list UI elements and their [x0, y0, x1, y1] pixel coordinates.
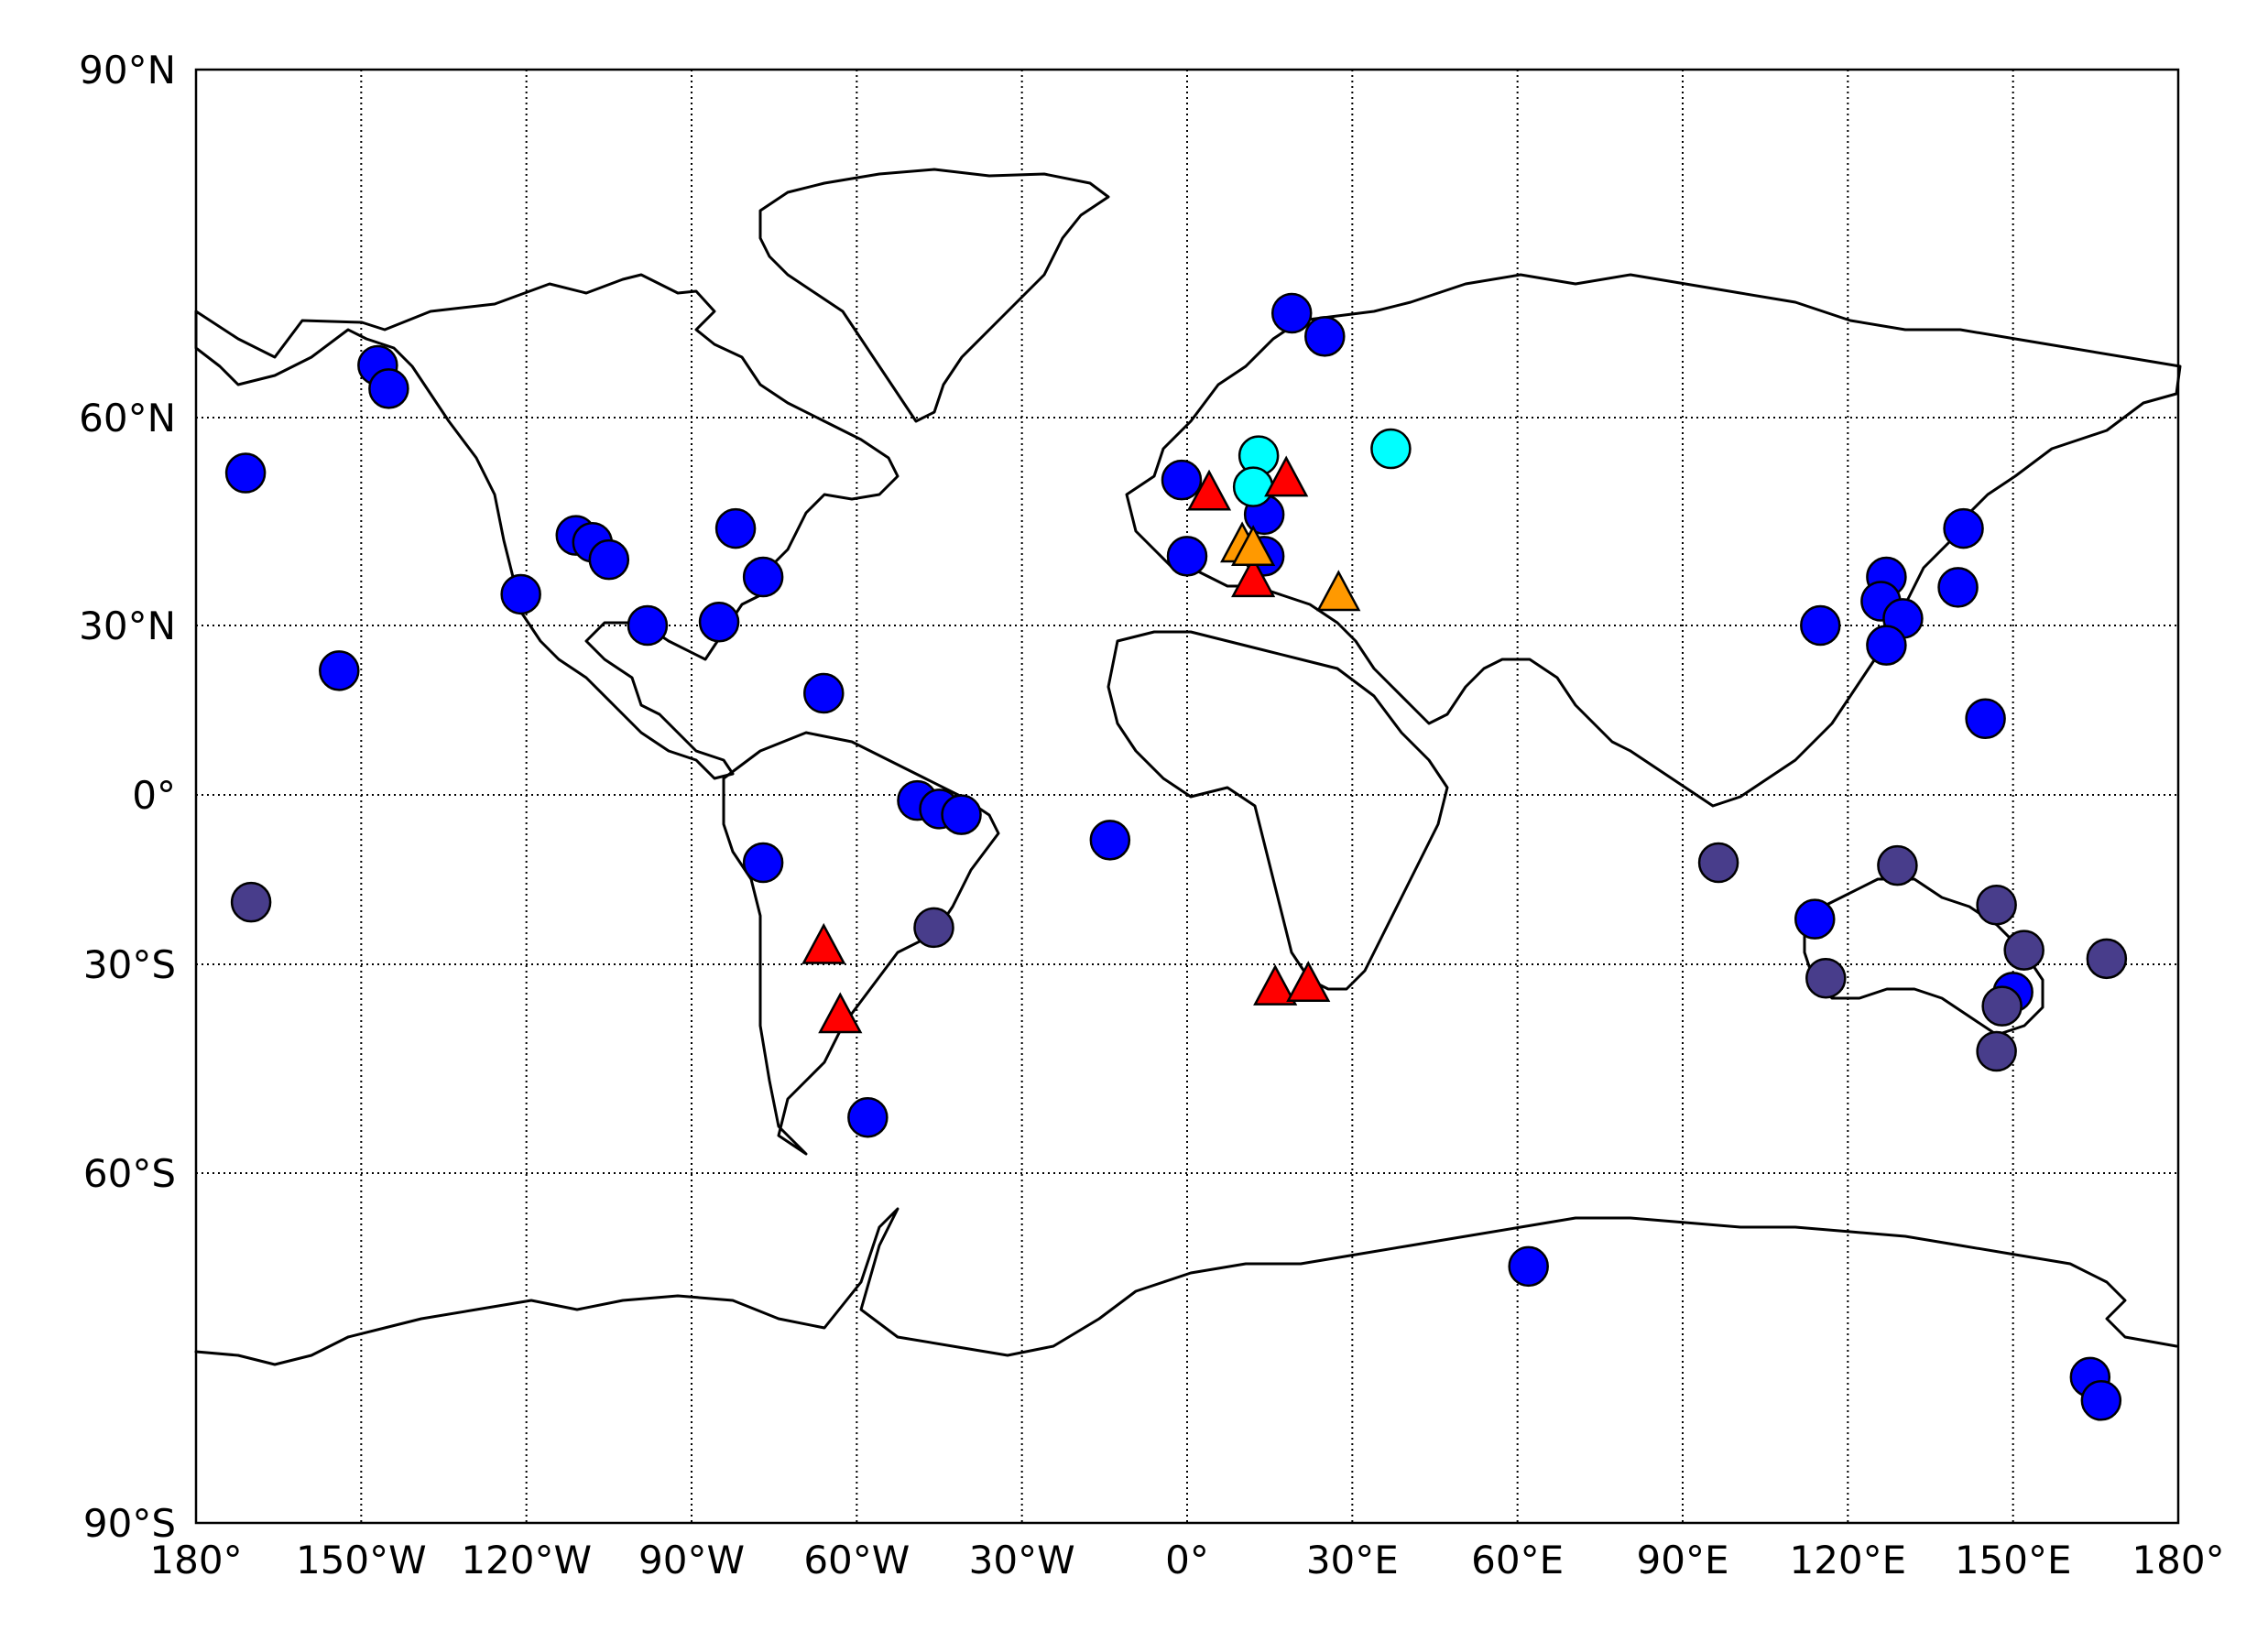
station-circle-marker [742, 556, 784, 598]
station-circle-marker [1370, 428, 1412, 470]
station-triangle-marker [1186, 469, 1232, 511]
station-circle-marker [319, 650, 360, 691]
station-circle-marker [742, 842, 784, 884]
station-circle-marker [1232, 466, 1274, 507]
station-markers-layer [224, 292, 2128, 1421]
station-circle-marker [2080, 1380, 2122, 1421]
station-circle-marker [913, 907, 954, 949]
station-circle-marker [1089, 820, 1131, 861]
latitude-label: 30°S [83, 942, 176, 987]
station-circle-marker [1976, 1030, 2017, 1072]
station-circle-marker [1866, 625, 1907, 666]
map-frame [194, 68, 2180, 1525]
latitude-label: 60°S [83, 1151, 176, 1196]
station-circle-marker [1270, 292, 1313, 334]
station-triangle-marker [1286, 961, 1331, 1003]
station-circle-marker [2086, 938, 2128, 980]
station-triangle-marker [1316, 570, 1361, 612]
station-circle-marker [941, 794, 982, 835]
coastline-australia [1803, 877, 2044, 1037]
latitude-label: 0° [132, 773, 176, 818]
station-circle-marker [224, 452, 267, 494]
longitude-label: 90°E [1637, 1538, 1729, 1582]
longitude-label: 30°E [1306, 1538, 1399, 1582]
station-triangle-marker [1231, 556, 1276, 598]
station-circle-marker [1965, 698, 2006, 739]
station-circle-marker [1794, 898, 1836, 940]
station-circle-marker [230, 881, 272, 923]
station-circle-marker [2003, 930, 2044, 971]
station-circle-marker [1800, 604, 1841, 647]
longitude-label: 60°W [803, 1538, 910, 1582]
latitude-label: 30°N [79, 603, 176, 648]
station-circle-marker [368, 368, 409, 409]
longitude-label: 180° [149, 1538, 242, 1582]
station-circle-marker [1805, 957, 1847, 999]
coastline-south-america [722, 731, 1000, 1156]
station-circle-marker [1508, 1245, 1549, 1288]
latitude-label: 90°N [79, 48, 176, 92]
graticule-layer [196, 70, 2178, 1523]
station-circle-marker [1304, 316, 1346, 357]
station-circle-marker [1943, 507, 1984, 549]
latitude-label: 60°N [79, 396, 176, 440]
station-circle-marker [1697, 842, 1739, 884]
coastline-antarctica [194, 1207, 2178, 1366]
station-circle-marker [1161, 459, 1203, 501]
longitude-label: 120°E [1789, 1538, 1906, 1582]
longitude-label: 150°W [296, 1538, 427, 1582]
latitude-labels: 90°N 60°N 30°N 0° 30°S 60°S 90°S [79, 48, 176, 1546]
station-triangle-marker [1264, 455, 1309, 497]
station-circle-marker [588, 538, 630, 581]
station-circle-marker [1976, 885, 2017, 926]
longitude-label: 0° [1165, 1538, 1209, 1582]
station-triangle-marker [801, 922, 846, 964]
coastline-greenland [758, 168, 1110, 423]
coastline-africa [1107, 630, 1449, 991]
station-circle-marker [500, 573, 541, 615]
station-circle-marker [714, 507, 757, 549]
longitude-labels: 180° 150°W 120°W 90°W 60°W 30°W 0° 30°E 60°E 90°E… [149, 1538, 2224, 1582]
longitude-label: 60°E [1471, 1538, 1564, 1582]
station-triangle-marker [818, 992, 863, 1034]
station-circle-marker [1166, 536, 1208, 577]
station-triangle-marker [1231, 525, 1276, 567]
station-triangle-marker [1253, 963, 1298, 1006]
longitude-label: 90°W [638, 1538, 745, 1582]
station-circle-marker [627, 604, 669, 647]
station-circle-marker [803, 672, 845, 714]
latitude-label: 90°S [83, 1501, 176, 1546]
station-circle-marker [698, 601, 740, 643]
station-circle-marker [1937, 567, 1979, 608]
station-circle-marker [1877, 844, 1918, 886]
longitude-label: 30°W [969, 1538, 1075, 1582]
coastline-layer [194, 168, 2182, 1366]
longitude-label: 180° [2132, 1538, 2224, 1582]
longitude-label: 120°W [461, 1538, 592, 1582]
longitude-label: 150°E [1955, 1538, 2072, 1582]
station-circle-marker [1981, 985, 2023, 1027]
station-circle-marker [847, 1096, 889, 1138]
